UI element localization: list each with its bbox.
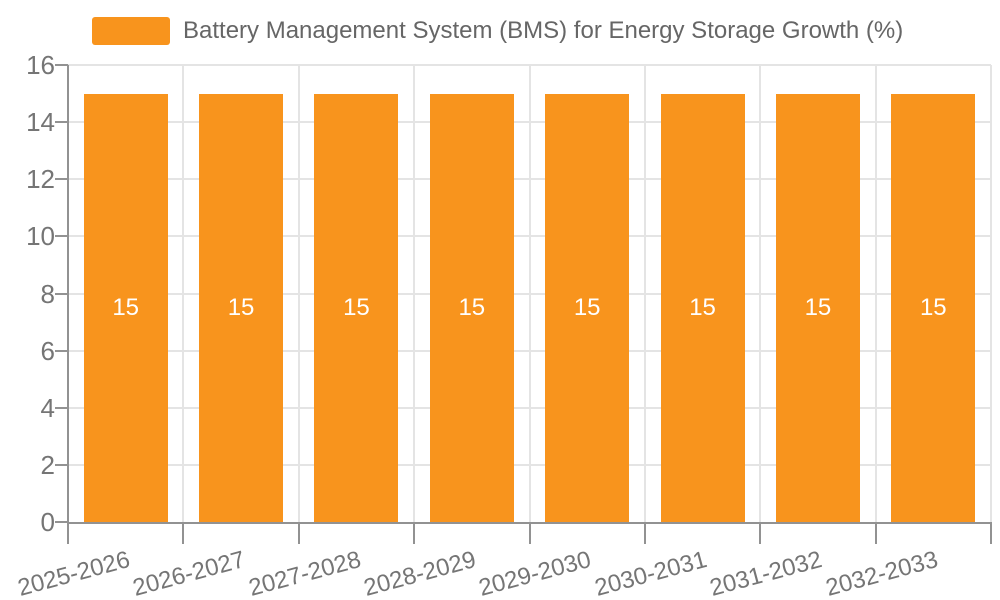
legend-series-label: Battery Management System (BMS) for Ener… xyxy=(183,17,904,44)
x-axis-tick xyxy=(990,522,992,544)
gridline-vertical xyxy=(528,65,531,522)
bar-value-label: 15 xyxy=(804,293,832,321)
y-axis-tick xyxy=(55,406,68,409)
gridline-vertical xyxy=(759,65,762,522)
bar[interactable]: 15 xyxy=(429,93,514,522)
x-tick-label: 2029-2030 xyxy=(476,546,595,600)
gridline-vertical xyxy=(413,65,416,522)
bar[interactable]: 15 xyxy=(83,93,168,522)
y-tick-label: 12 xyxy=(26,164,55,195)
bar[interactable]: 15 xyxy=(660,93,745,522)
y-axis-tick xyxy=(55,349,68,352)
legend[interactable]: Battery Management System (BMS) for Ener… xyxy=(92,17,903,45)
bar[interactable]: 15 xyxy=(891,93,976,522)
gridline-vertical xyxy=(990,65,992,522)
bar-value-label: 15 xyxy=(919,293,947,321)
legend-swatch-icon xyxy=(92,17,170,45)
x-tick-label: 2026-2027 xyxy=(130,546,249,600)
y-axis-tick xyxy=(55,178,68,181)
x-tick-label: 2030-2031 xyxy=(591,546,710,600)
y-tick-label: 8 xyxy=(40,278,55,309)
gridline-vertical xyxy=(643,65,646,522)
x-axis-tick xyxy=(297,522,300,544)
x-tick-label: 2032-2033 xyxy=(822,546,941,600)
x-tick-label: 2028-2029 xyxy=(360,546,479,600)
y-tick-label: 16 xyxy=(26,50,55,80)
y-tick-label: 2 xyxy=(40,449,55,480)
y-axis-tick xyxy=(55,121,68,124)
bar[interactable]: 15 xyxy=(545,93,630,522)
bar-value-label: 15 xyxy=(458,293,486,321)
bar-value-label: 15 xyxy=(573,293,601,321)
bar-value-label: 15 xyxy=(343,293,370,321)
gridline-vertical xyxy=(182,65,185,522)
y-axis-tick xyxy=(55,64,68,66)
bar[interactable]: 15 xyxy=(199,93,284,522)
y-axis-tick xyxy=(55,235,68,238)
y-axis-tick xyxy=(55,463,68,466)
x-tick-label: 2031-2032 xyxy=(707,546,825,600)
x-axis-tick xyxy=(67,522,69,544)
bar[interactable]: 15 xyxy=(775,93,860,522)
x-axis-tick xyxy=(182,522,185,544)
y-axis-tick xyxy=(55,521,68,523)
x-axis-line xyxy=(67,522,992,524)
x-axis-tick xyxy=(759,522,762,544)
bar[interactable]: 15 xyxy=(314,93,399,522)
x-axis-tick xyxy=(413,522,416,544)
x-tick-label: 2025-2026 xyxy=(14,546,133,600)
y-tick-label: 10 xyxy=(26,221,55,252)
y-tick-label: 4 xyxy=(40,392,55,423)
x-axis-tick xyxy=(528,522,531,544)
y-tick-label: 0 xyxy=(40,507,55,537)
y-tick-label: 6 xyxy=(40,335,55,366)
y-tick-label: 14 xyxy=(26,107,55,138)
bar-value-label: 15 xyxy=(689,293,716,321)
bar-value-label: 15 xyxy=(227,293,255,321)
bar-value-label: 15 xyxy=(112,293,140,321)
x-tick-label: 2027-2028 xyxy=(245,546,364,600)
gridline-vertical xyxy=(297,65,300,522)
x-axis-tick xyxy=(643,522,646,544)
y-axis-line xyxy=(67,65,69,523)
y-axis-tick xyxy=(55,292,68,295)
x-axis-tick xyxy=(874,522,877,544)
gridline-vertical xyxy=(874,65,877,522)
